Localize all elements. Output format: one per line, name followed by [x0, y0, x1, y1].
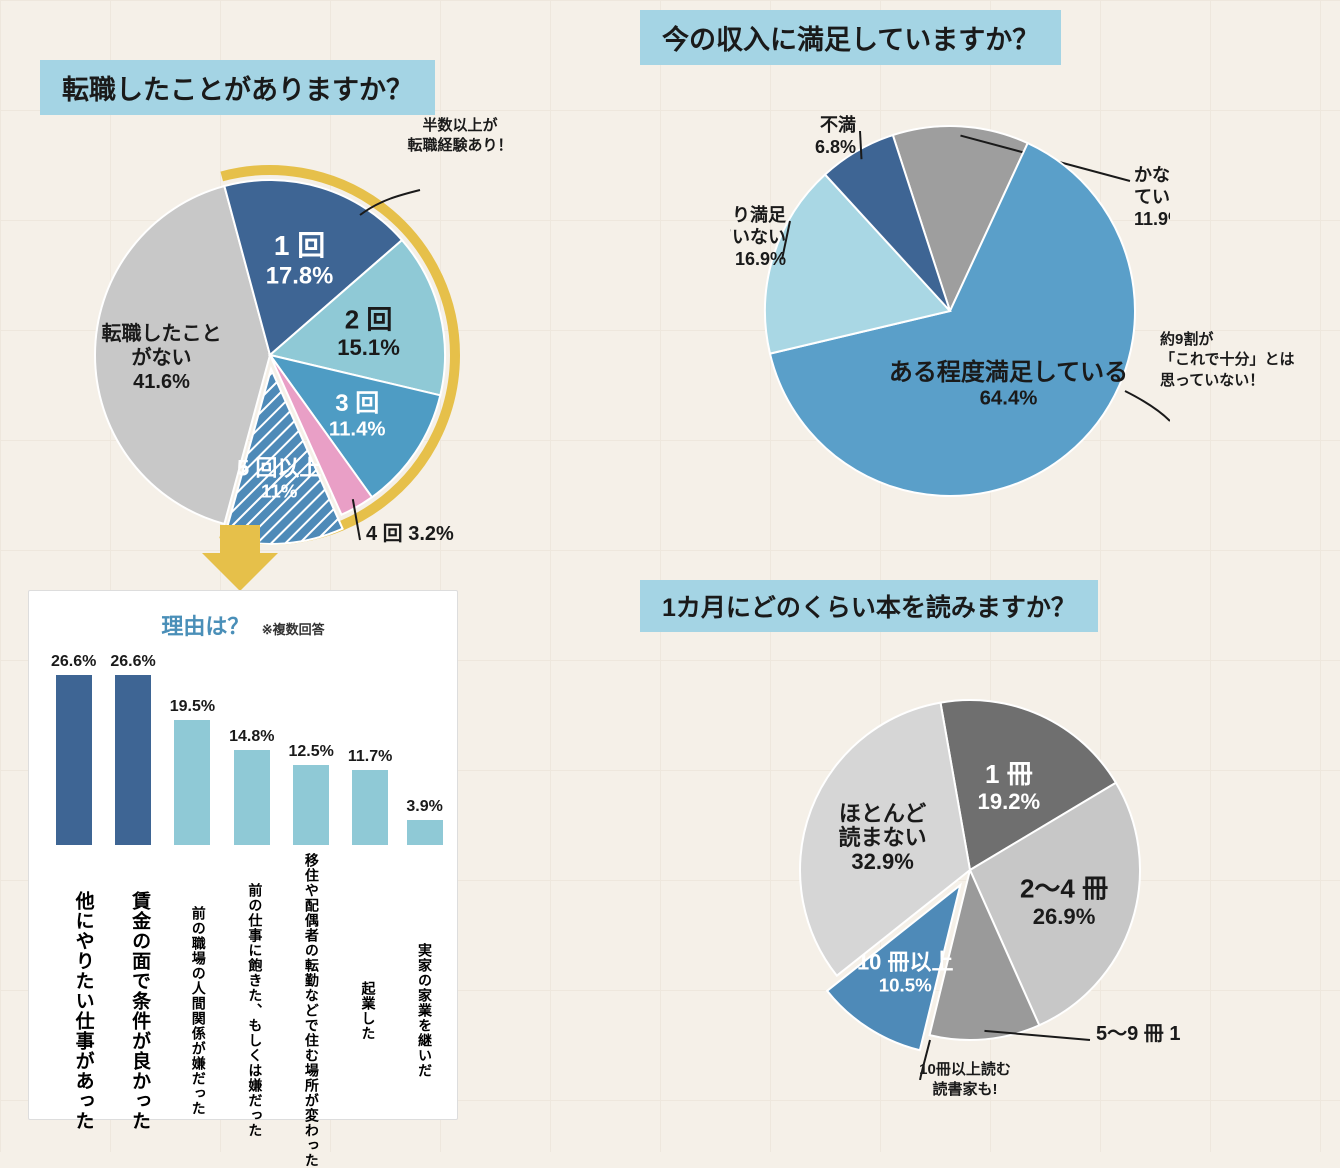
bar-value: 14.8%: [229, 728, 274, 746]
bar: 19.5%: [170, 698, 215, 845]
pie-slice-label: 不満6.8%: [815, 114, 856, 157]
books-callout: 10冊以上読む読書家も!: [890, 1060, 1040, 1101]
reasons-labels: 他にやりたい仕事があった賃金の面で条件が良かった前の職場の人間関係が嫌だった前の…: [51, 853, 433, 1168]
pie-slice-label: 2～4 冊26.9%: [1020, 873, 1108, 928]
bar-value: 3.9%: [406, 798, 442, 816]
job-change-callout: 半数以上が転職経験あり！: [390, 116, 530, 157]
pie-slice-label: 1 回17.8%: [266, 230, 333, 289]
bar-rect: [234, 750, 270, 845]
reasons-title: 理由は？: [161, 614, 249, 639]
bar: 14.8%: [229, 728, 274, 845]
bar-value: 12.5%: [289, 743, 334, 761]
bar-label: 移住や配偶者の転勤などで住む場所が変わった: [277, 853, 320, 1168]
bar-label: 実家の家業を継いだ: [390, 853, 433, 1168]
bar: 26.6%: [110, 653, 155, 845]
pie-slice-label: ほとんど読まない32.9%: [839, 801, 927, 874]
bar-rect: [56, 675, 92, 845]
bar-rect: [352, 770, 388, 845]
pie-slice-label: かなり満足している11.9%: [1134, 164, 1170, 229]
bar-label: 他にやりたい仕事があった: [51, 853, 94, 1168]
books-pie: 1 冊19.2%2～4 冊26.9%5～9 冊 10.5%10 冊以上10.5%…: [760, 660, 1180, 1080]
bar-value: 26.6%: [110, 653, 155, 671]
books-panel: 1カ月にどのくらい本を読みますか？ 1 冊19.2% 2～4 冊26.9% 5～9 …: [640, 580, 1320, 1080]
pie-slice-label: あまり満足していない16.9%: [730, 204, 786, 269]
bar-label: 起業した: [334, 853, 377, 1168]
yellow-arrow-icon: [200, 525, 280, 595]
pie-slice-label: 4 回 3.2%: [366, 522, 454, 545]
pie-slice-label: 1 冊19.2%: [978, 759, 1041, 814]
bar-value: 11.7%: [348, 748, 392, 766]
bar: 11.7%: [348, 748, 392, 845]
bar-value: 26.6%: [51, 653, 96, 671]
reasons-note: ※複数回答: [262, 622, 325, 637]
bar-label: 賃金の面で条件が良かった: [108, 853, 151, 1168]
pie-slice-label: 5～9 冊 10.5%: [1096, 1023, 1180, 1045]
books-title: 1カ月にどのくらい本を読みますか？: [640, 580, 1098, 632]
bar: 12.5%: [289, 743, 334, 845]
bar: 3.9%: [406, 798, 442, 845]
income-title: 今の収入に満足していますか？: [640, 10, 1061, 65]
income-pie: かなり満足している11.9%ある程度満足している64.4%あまり満足していない1…: [730, 91, 1170, 531]
pie-slice-label: 2 回15.1%: [337, 304, 400, 359]
income-panel: 今の収入に満足していますか？ かなり満足している11.9%ある程度満足している6…: [640, 10, 1320, 531]
job-change-pie: 転職したことがない41.6%1 回17.8%2 回15.1%3 回11.4%4 …: [60, 145, 480, 565]
reasons-bars: 26.6%26.6%19.5%14.8%12.5%11.7%3.9%: [51, 655, 433, 845]
bar-label: 前の職場の人間関係が嫌だった: [164, 853, 207, 1168]
bar-rect: [293, 765, 329, 845]
bar-rect: [407, 820, 443, 845]
pie-slice-label: 3 回11.4%: [329, 390, 386, 440]
bar-rect: [115, 675, 151, 845]
bar-value: 19.5%: [170, 698, 215, 716]
reasons-box: 理由は？ ※複数回答 26.6% 26.6% 19.5% 14.8% 12.5% 11.7…: [28, 590, 458, 1120]
bar-label: 前の仕事に飽きた、もしくは嫌だった: [221, 853, 264, 1168]
bar-rect: [174, 720, 210, 845]
job-change-panel: 転職したことがありますか？ 転職したことがない41.6%1 回17.8%2 回1…: [40, 60, 600, 565]
income-callout: 約9割が「これで十分」とは思っていない！: [1160, 330, 1310, 391]
job-change-title: 転職したことがありますか？: [40, 60, 435, 115]
bar: 26.6%: [51, 653, 96, 845]
